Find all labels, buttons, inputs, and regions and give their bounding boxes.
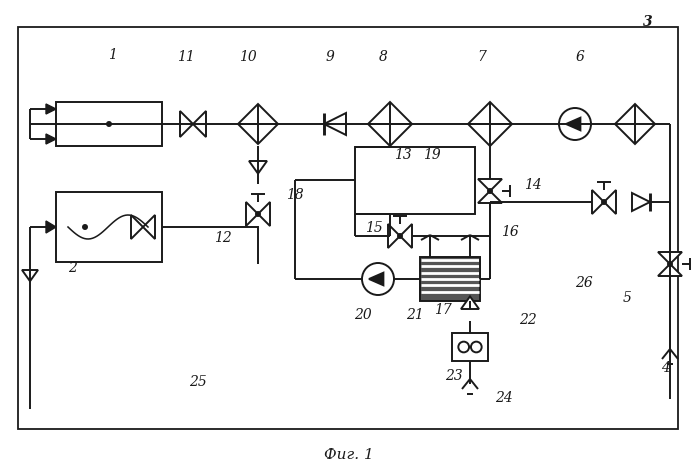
Circle shape [398,235,402,238]
Text: 20: 20 [354,307,372,321]
Text: 19: 19 [423,148,441,162]
Polygon shape [249,162,267,174]
Circle shape [488,189,492,194]
Polygon shape [238,105,278,145]
Text: 2: 2 [68,260,76,275]
Text: 18: 18 [286,188,304,201]
Text: 12: 12 [214,230,232,245]
Text: 26: 26 [575,276,593,289]
Text: 9: 9 [326,50,334,64]
Circle shape [83,226,87,229]
Bar [56,193,162,262]
Text: 16: 16 [501,225,519,238]
Circle shape [602,200,606,205]
Polygon shape [46,221,56,234]
Text: 24: 24 [495,390,513,404]
Circle shape [471,342,482,353]
Text: Фиг. 1: Фиг. 1 [324,447,374,461]
Bar [420,258,480,301]
Polygon shape [258,203,270,227]
Text: 23: 23 [445,368,463,382]
Bar [355,148,475,215]
Text: 10: 10 [239,50,257,64]
Polygon shape [388,225,400,248]
Polygon shape [180,112,193,138]
Text: 8: 8 [379,50,387,64]
Text: 7: 7 [477,50,487,64]
Bar [56,103,162,147]
Polygon shape [368,103,412,147]
Polygon shape [22,270,38,282]
Text: 5: 5 [623,290,631,304]
Polygon shape [658,252,682,265]
Polygon shape [461,297,479,309]
Text: 13: 13 [394,148,412,162]
Polygon shape [592,190,604,215]
Polygon shape [566,119,580,131]
Text: 21: 21 [406,307,424,321]
Polygon shape [604,190,616,215]
Polygon shape [400,225,412,248]
Polygon shape [324,114,346,136]
Polygon shape [615,105,655,145]
Text: 15: 15 [365,220,383,235]
Polygon shape [143,216,155,239]
Text: 14: 14 [524,178,542,192]
Text: 25: 25 [189,374,207,388]
Polygon shape [369,273,383,286]
Polygon shape [131,216,143,239]
Text: 4: 4 [661,360,670,374]
Polygon shape [193,112,206,138]
Polygon shape [46,105,56,115]
Text: 22: 22 [519,312,537,327]
Text: 17: 17 [434,302,452,317]
Circle shape [107,123,111,127]
Circle shape [256,213,260,217]
Text: 1: 1 [108,48,117,62]
Polygon shape [658,265,682,277]
Polygon shape [46,135,56,145]
Circle shape [459,342,469,353]
Polygon shape [478,192,502,204]
Circle shape [668,262,672,267]
Bar [18,28,678,429]
Text: 11: 11 [177,50,195,64]
Circle shape [362,263,394,296]
Polygon shape [478,179,502,192]
Bar [452,333,488,361]
Polygon shape [468,103,512,147]
Text: 6: 6 [575,50,584,64]
Polygon shape [246,203,258,227]
Text: 3: 3 [643,15,653,29]
Polygon shape [632,194,650,211]
Circle shape [559,109,591,141]
